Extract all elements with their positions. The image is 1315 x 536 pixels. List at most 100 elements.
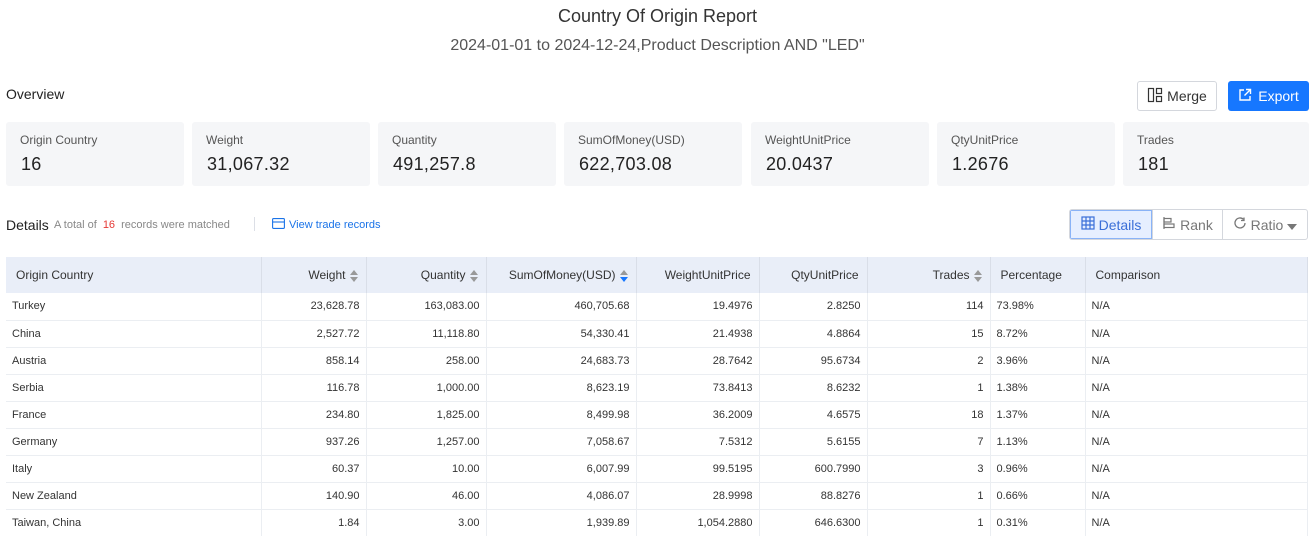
table-cell: N/A: [1085, 509, 1308, 536]
table-cell: 6,007.99: [486, 455, 637, 483]
stat-value: 20.0437: [766, 154, 834, 174]
table-cell: 36.2009: [636, 401, 760, 429]
grid-icon: [1080, 216, 1095, 233]
total-prefix: A total of: [54, 219, 97, 231]
table-cell: 0.96%: [990, 455, 1086, 483]
column-header-trades[interactable]: Trades: [867, 257, 991, 293]
table-cell: N/A: [1085, 320, 1308, 348]
table-cell: 2: [867, 347, 991, 375]
bar-rank-icon: [1162, 216, 1176, 233]
country-cell: France: [6, 401, 262, 429]
table-cell: 114: [867, 293, 991, 321]
sort-icon[interactable]: [469, 269, 478, 282]
table-cell: 1,257.00: [366, 428, 487, 456]
table-cell: 1,939.89: [486, 509, 637, 536]
view-trade-records-link[interactable]: View trade records: [272, 218, 381, 232]
country-cell: Serbia: [6, 374, 262, 402]
table-cell: 140.90: [261, 482, 367, 510]
table-cell: 24,683.73: [486, 347, 637, 375]
stat-value: 491,257.8: [393, 154, 476, 174]
table-cell: 5.6155: [759, 428, 868, 456]
table-cell: 8,623.19: [486, 374, 637, 402]
stat-label: Weight: [206, 133, 244, 147]
table-cell: 7: [867, 428, 991, 456]
details-heading: Details: [6, 217, 49, 233]
sort-icon[interactable]: [619, 269, 628, 282]
merge-icon: [1147, 87, 1163, 106]
table-cell: 1: [867, 509, 991, 536]
view-ratio-dropdown[interactable]: Ratio: [1222, 210, 1307, 239]
table-cell: 1: [867, 482, 991, 510]
view-ratio-label: Ratio: [1250, 216, 1284, 233]
table-cell: 234.80: [261, 401, 367, 429]
table-cell: N/A: [1085, 401, 1308, 429]
stat-label: Quantity: [392, 133, 437, 147]
column-header-quantity[interactable]: Quantity: [366, 257, 487, 293]
merge-button[interactable]: Merge: [1137, 81, 1217, 111]
country-cell: Italy: [6, 455, 262, 483]
table-cell: N/A: [1085, 482, 1308, 510]
sort-icon[interactable]: [349, 269, 358, 282]
column-header-weight-unit-price: WeightUnitPrice: [636, 257, 760, 293]
table-cell: 28.9998: [636, 482, 760, 510]
table-link-icon: [272, 218, 285, 232]
view-link-label: View trade records: [289, 219, 381, 231]
view-rank-button[interactable]: Rank: [1152, 210, 1222, 239]
stat-card-origin-country: Origin Country 16: [6, 122, 184, 186]
table-cell: 11,118.80: [366, 320, 487, 348]
table-cell: 1,054.2880: [636, 509, 760, 536]
stat-card-sum-of-money: SumOfMoney(USD) 622,703.08: [564, 122, 742, 186]
column-header-qty-unit-price: QtyUnitPrice: [759, 257, 868, 293]
export-icon: [1238, 88, 1252, 105]
page-subtitle: 2024-01-01 to 2024-12-24,Product Descrip…: [450, 37, 865, 54]
table-cell: 0.31%: [990, 509, 1086, 536]
table-row: Turkey 23,628.78 163,083.00 460,705.68 19.49…: [6, 293, 1308, 321]
table-cell: 460,705.68: [486, 293, 637, 321]
table-cell: 28.7642: [636, 347, 760, 375]
column-header-weight[interactable]: Weight: [261, 257, 367, 293]
total-suffix: records were matched: [121, 219, 230, 231]
column-header-sum-of-money[interactable]: SumOfMoney(USD): [486, 257, 637, 293]
column-header-comparison: Comparison: [1085, 257, 1308, 293]
stat-value: 1.2676: [952, 154, 1009, 174]
table-cell: 88.8276: [759, 482, 868, 510]
refresh-icon: [1233, 216, 1247, 233]
merge-label: Merge: [1167, 88, 1207, 104]
table-cell: 99.5195: [636, 455, 760, 483]
table-cell: 2,527.72: [261, 320, 367, 348]
table-row: New Zealand 140.90 46.00 4,086.07 28.9998 88.…: [6, 482, 1308, 510]
table-cell: 116.78: [261, 374, 367, 402]
table-cell: 1,825.00: [366, 401, 487, 429]
table-cell: 3.00: [366, 509, 487, 536]
table-cell: 19.4976: [636, 293, 760, 321]
records-summary: A total of 16 records were matched: [54, 219, 230, 231]
table-header-row: Origin Country Weight Quantity SumOfMone…: [6, 257, 1308, 293]
stat-card-quantity: Quantity 491,257.8: [378, 122, 556, 186]
table-cell: 73.8413: [636, 374, 760, 402]
table-cell: 18: [867, 401, 991, 429]
stat-value: 181: [1138, 154, 1169, 174]
stat-label: QtyUnitPrice: [951, 133, 1019, 147]
country-cell: Turkey: [6, 293, 262, 321]
table-cell: N/A: [1085, 455, 1308, 483]
table-cell: N/A: [1085, 374, 1308, 402]
table-cell: 3: [867, 455, 991, 483]
details-table: Origin Country Weight Quantity SumOfMone…: [6, 257, 1308, 536]
table-cell: 8.6232: [759, 374, 868, 402]
view-rank-label: Rank: [1180, 216, 1213, 233]
table-row: Taiwan, China 1.84 3.00 1,939.89 1,054.2880 6…: [6, 509, 1308, 536]
sort-icon[interactable]: [973, 269, 982, 282]
table-cell: 2.8250: [759, 293, 868, 321]
view-details-button[interactable]: Details: [1070, 210, 1152, 239]
divider: [254, 217, 255, 231]
table-cell: 4,086.07: [486, 482, 637, 510]
view-mode-switch: Details Rank Ratio: [1069, 209, 1308, 240]
table-cell: 1: [867, 374, 991, 402]
export-button[interactable]: Export: [1228, 81, 1309, 111]
table-cell: 54,330.41: [486, 320, 637, 348]
country-cell: China: [6, 320, 262, 348]
table-cell: 15: [867, 320, 991, 348]
country-cell: Austria: [6, 347, 262, 375]
table-cell: 8.72%: [990, 320, 1086, 348]
table-row: Germany 937.26 1,257.00 7,058.67 7.5312 5.615…: [6, 428, 1308, 456]
